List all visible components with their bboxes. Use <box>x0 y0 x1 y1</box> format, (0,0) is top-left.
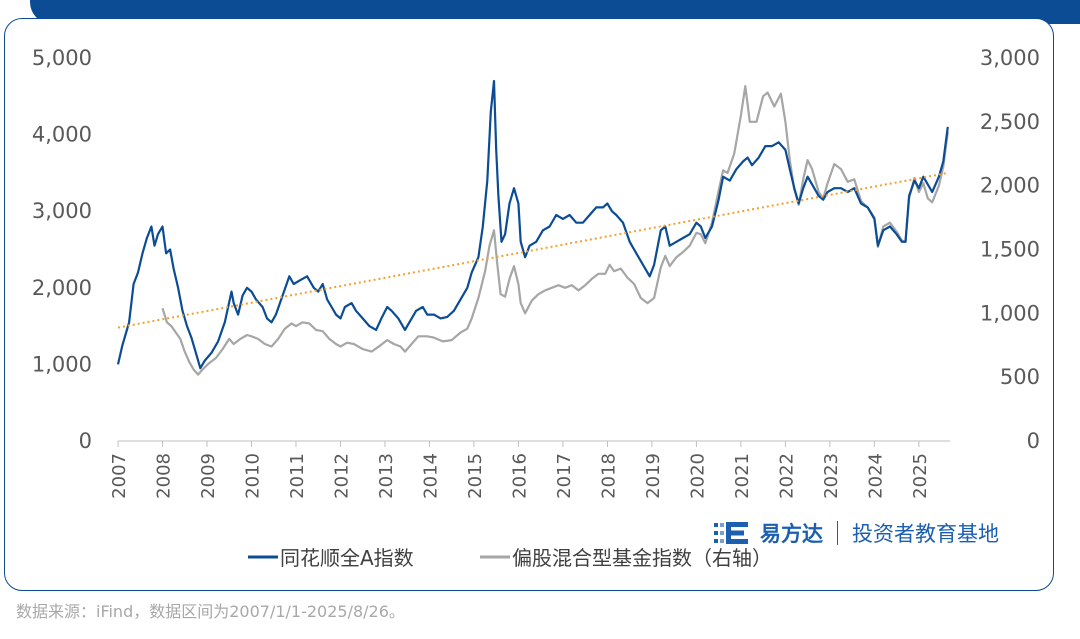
y-right-tick-label: 1,500 <box>980 238 1040 262</box>
x-tick-label: 2015 <box>465 453 486 499</box>
legend-label-all-a: 同花顺全A指数 <box>280 546 414 570</box>
y-left-tick-label: 1,000 <box>32 352 92 376</box>
x-tick-label: 2019 <box>643 453 664 499</box>
y-right-tick-label: 3,000 <box>980 46 1040 70</box>
x-tick-label: 2011 <box>287 453 308 499</box>
y-right-tick-label: 1,000 <box>980 301 1040 325</box>
y-right-tick-label: 2,000 <box>980 174 1040 198</box>
logo-divider <box>837 521 838 545</box>
x-tick-label: 2021 <box>732 453 753 499</box>
data-source-note: 数据来源：iFind，数据区间为2007/1/1-2025/8/26。 <box>16 602 405 621</box>
x-tick-label: 2013 <box>376 453 397 499</box>
x-tick-label: 2010 <box>242 453 263 499</box>
x-tick-label: 2022 <box>776 453 797 499</box>
x-tick-label: 2008 <box>153 453 174 499</box>
x-tick-label: 2014 <box>420 453 441 499</box>
x-tick-label: 2009 <box>198 453 219 499</box>
y-left-tick-label: 5,000 <box>32 46 92 70</box>
x-tick-label: 2020 <box>687 453 708 499</box>
brand-name: 易方达 <box>760 522 823 546</box>
x-tick-label: 2017 <box>554 453 575 499</box>
y-left-tick-label: 3,000 <box>32 199 92 223</box>
y-left-tick-label: 4,000 <box>32 123 92 147</box>
y-right-tick-label: 2,500 <box>980 110 1040 134</box>
y-right-tick-label: 500 <box>1000 365 1040 389</box>
trend-line <box>117 171 948 329</box>
legend-label-fund-index: 偏股混合型基金指数（右轴） <box>512 546 772 570</box>
x-tick-label: 2012 <box>331 453 352 499</box>
y-right-tick-label: 0 <box>1027 429 1040 453</box>
x-tick-label: 2023 <box>821 453 842 499</box>
x-tick-label: 2016 <box>509 453 530 499</box>
x-tick-label: 2025 <box>910 453 931 499</box>
x-tick-label: 2018 <box>598 453 619 499</box>
series-line-fund-index <box>161 84 949 376</box>
y-left-tick-label: 0 <box>79 429 92 453</box>
x-tick-label: 2024 <box>865 453 886 499</box>
brand-mark-icon <box>714 522 748 544</box>
x-tick-label: 2007 <box>109 453 130 499</box>
brand-logo: 易方达 投资者教育基地 <box>712 518 999 548</box>
brand-subtitle: 投资者教育基地 <box>852 522 999 546</box>
y-left-tick-label: 2,000 <box>32 276 92 300</box>
series-line-all-a <box>116 79 949 370</box>
